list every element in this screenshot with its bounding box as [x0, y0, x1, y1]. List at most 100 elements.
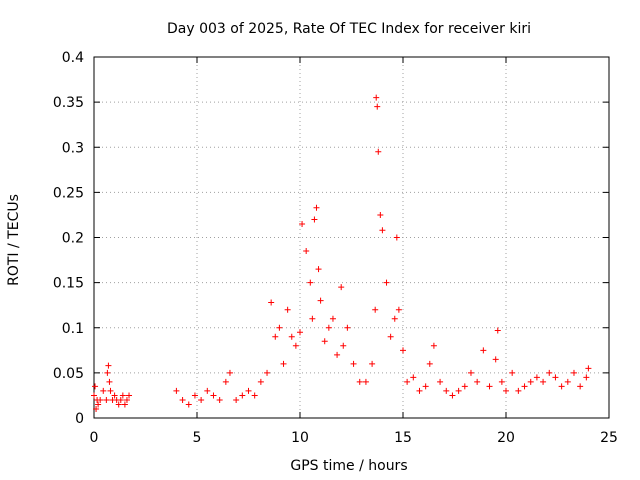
x-tick-label: 15 — [394, 430, 412, 446]
roti-point — [226, 369, 233, 376]
roti-point — [111, 392, 118, 399]
roti-point — [100, 387, 107, 394]
roti-point — [416, 387, 423, 394]
roti-point — [387, 333, 394, 340]
roti-point — [509, 369, 516, 376]
roti-point — [117, 396, 124, 403]
roti-point — [494, 327, 501, 334]
roti-point — [400, 347, 406, 354]
roti-point — [443, 387, 450, 394]
axis-ticks: 0 5 10 15 20 25 0 0.05 0.1 0.15 0.2 0.25 0.3 0.35 0.4 — [53, 50, 618, 446]
roti-point — [264, 369, 271, 376]
y-tick-label: 0.1 — [62, 321, 84, 337]
roti-point — [123, 396, 130, 403]
roti-point — [449, 392, 456, 399]
chart-title: Day 003 of 2025, Rate Of TEC Index for r… — [167, 21, 531, 37]
y-tick-label: 0.25 — [53, 185, 84, 201]
roti-point — [292, 342, 299, 349]
roti-point — [492, 356, 499, 363]
roti-point — [362, 378, 369, 385]
roti-point — [276, 324, 283, 331]
roti-point — [552, 374, 559, 381]
roti-point — [288, 333, 295, 340]
roti-point — [503, 387, 509, 394]
y-tick-label: 0.3 — [62, 140, 84, 156]
roti-point — [107, 387, 114, 394]
roti-point — [344, 324, 351, 331]
roti-point — [486, 383, 493, 390]
roti-point — [577, 383, 584, 390]
roti-point — [268, 299, 275, 306]
roti-point — [299, 220, 306, 227]
roti-point — [105, 362, 112, 369]
roti-point — [103, 396, 110, 403]
roti-point — [297, 329, 303, 336]
roti-point — [383, 279, 390, 286]
roti-point — [540, 378, 547, 385]
x-tick-label: 20 — [497, 430, 515, 446]
roti-point — [422, 383, 429, 390]
y-tick-label: 0.35 — [53, 95, 84, 111]
x-tick-label: 10 — [291, 430, 309, 446]
roti-point — [430, 342, 437, 349]
roti-point — [284, 306, 291, 313]
roti-point — [393, 234, 400, 241]
roti-point — [321, 338, 328, 345]
roti-point — [585, 365, 592, 372]
roti-point — [373, 94, 380, 101]
roti-point — [379, 227, 386, 234]
roti-point — [338, 284, 345, 291]
roti-point — [404, 378, 411, 385]
x-tick-label: 25 — [600, 430, 618, 446]
roti-point — [334, 351, 341, 358]
roti-point — [119, 392, 126, 399]
roti-point — [340, 342, 347, 349]
roti-point — [311, 216, 318, 223]
x-tick-label: 0 — [90, 430, 99, 446]
roti-point — [245, 387, 252, 394]
roti-point — [350, 360, 357, 367]
roti-point — [437, 378, 444, 385]
roti-point — [325, 324, 332, 331]
roti-point — [204, 387, 211, 394]
roti-point — [210, 392, 217, 399]
y-axis-label: ROTI / TECUs — [6, 194, 22, 286]
roti-point — [233, 396, 240, 403]
roti-point — [239, 392, 246, 399]
y-tick-label: 0.15 — [53, 276, 84, 292]
roti-point — [106, 378, 113, 385]
roti-point — [198, 396, 205, 403]
roti-point — [480, 347, 487, 354]
roti-point — [356, 378, 363, 385]
y-tick-label: 0.4 — [62, 50, 84, 66]
roti-point — [546, 369, 553, 376]
grid-lines — [94, 57, 609, 418]
y-tick-label: 0.05 — [53, 366, 84, 382]
roti-point — [583, 374, 590, 381]
roti-point — [307, 279, 314, 286]
roti-point — [375, 148, 382, 155]
roti-point — [570, 369, 577, 376]
roti-point — [455, 387, 462, 394]
y-tick-label: 0 — [75, 411, 84, 427]
roti-point — [426, 360, 433, 367]
roti-point — [558, 383, 565, 390]
roti-point — [115, 401, 122, 408]
roti-point — [303, 248, 310, 255]
roti-point — [315, 266, 322, 273]
roti-point — [317, 297, 324, 304]
roti-point — [498, 378, 505, 385]
roti-point — [377, 211, 384, 218]
x-axis-label: GPS time / hours — [290, 458, 407, 474]
roti-point — [410, 374, 417, 381]
roti-point — [395, 306, 402, 313]
roti-point — [97, 396, 104, 403]
roti-point — [104, 369, 111, 376]
roti-point — [521, 383, 528, 390]
roti-point — [191, 392, 198, 399]
roti-point — [222, 378, 229, 385]
roti-point — [92, 383, 99, 390]
data-points — [91, 94, 592, 412]
roti-point — [391, 315, 398, 322]
